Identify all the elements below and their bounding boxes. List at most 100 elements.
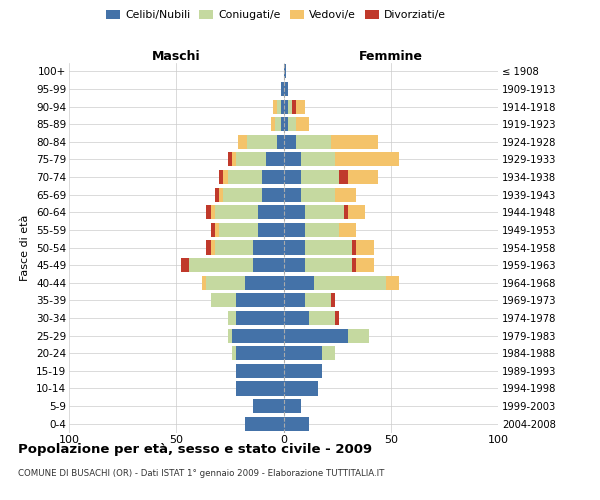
Bar: [284, 364, 322, 378]
Bar: [211, 240, 284, 254]
Bar: [284, 205, 305, 220]
Bar: [284, 416, 309, 430]
Bar: [258, 223, 284, 237]
Bar: [284, 399, 301, 413]
Bar: [253, 399, 284, 413]
Bar: [245, 416, 284, 430]
Bar: [215, 188, 284, 202]
Bar: [253, 258, 284, 272]
Bar: [284, 170, 339, 184]
Bar: [189, 258, 284, 272]
Bar: [271, 117, 284, 131]
Bar: [281, 82, 284, 96]
Text: Maschi: Maschi: [152, 50, 200, 62]
Bar: [211, 294, 284, 308]
Bar: [284, 170, 348, 184]
Bar: [284, 100, 288, 114]
Bar: [284, 82, 288, 96]
Bar: [271, 117, 284, 131]
Bar: [245, 416, 284, 430]
Bar: [215, 223, 284, 237]
Bar: [284, 100, 305, 114]
Bar: [284, 82, 288, 96]
Bar: [228, 328, 284, 342]
Bar: [284, 134, 331, 149]
Bar: [284, 170, 378, 184]
Bar: [281, 100, 284, 114]
Bar: [284, 382, 318, 396]
Bar: [277, 100, 284, 114]
Bar: [238, 134, 284, 149]
Bar: [284, 311, 335, 325]
Bar: [228, 311, 284, 325]
Bar: [284, 276, 400, 290]
Bar: [228, 152, 284, 166]
Bar: [253, 240, 284, 254]
Bar: [273, 100, 284, 114]
Bar: [284, 416, 309, 430]
Bar: [284, 346, 322, 360]
Bar: [284, 294, 335, 308]
Bar: [223, 188, 284, 202]
Bar: [284, 364, 322, 378]
Bar: [281, 82, 284, 96]
Bar: [284, 311, 309, 325]
Bar: [206, 240, 284, 254]
Bar: [228, 170, 284, 184]
Bar: [284, 311, 339, 325]
Bar: [284, 134, 296, 149]
Bar: [284, 416, 309, 430]
Bar: [219, 170, 284, 184]
Bar: [262, 170, 284, 184]
Bar: [266, 152, 284, 166]
Bar: [232, 328, 284, 342]
Bar: [284, 294, 335, 308]
Bar: [181, 258, 284, 272]
Bar: [284, 382, 318, 396]
Bar: [284, 205, 365, 220]
Bar: [284, 188, 335, 202]
Bar: [284, 223, 356, 237]
Bar: [245, 276, 284, 290]
Text: COMUNE DI BUSACHI (OR) - Dati ISTAT 1° gennaio 2009 - Elaborazione TUTTITALIA.IT: COMUNE DI BUSACHI (OR) - Dati ISTAT 1° g…: [18, 468, 385, 477]
Bar: [284, 117, 296, 131]
Bar: [258, 205, 284, 220]
Bar: [223, 170, 284, 184]
Bar: [284, 240, 356, 254]
Bar: [284, 364, 322, 378]
Bar: [284, 399, 301, 413]
Bar: [211, 294, 284, 308]
Bar: [236, 346, 284, 360]
Bar: [284, 294, 331, 308]
Bar: [284, 188, 356, 202]
Bar: [284, 64, 286, 78]
Bar: [284, 258, 305, 272]
Bar: [284, 382, 318, 396]
Bar: [228, 311, 284, 325]
Bar: [284, 311, 339, 325]
Bar: [206, 205, 284, 220]
Bar: [281, 117, 284, 131]
Bar: [215, 205, 284, 220]
Bar: [284, 416, 309, 430]
Bar: [211, 294, 284, 308]
Bar: [232, 346, 284, 360]
Text: Popolazione per età, sesso e stato civile - 2009: Popolazione per età, sesso e stato civil…: [18, 442, 372, 456]
Y-axis label: Fasce di età: Fasce di età: [20, 214, 31, 280]
Bar: [284, 152, 301, 166]
Bar: [253, 399, 284, 413]
Bar: [284, 100, 292, 114]
Text: Femmine: Femmine: [359, 50, 423, 62]
Bar: [284, 134, 378, 149]
Bar: [284, 399, 301, 413]
Bar: [284, 258, 374, 272]
Bar: [284, 82, 288, 96]
Bar: [284, 240, 305, 254]
Bar: [236, 382, 284, 396]
Bar: [284, 64, 286, 78]
Bar: [284, 152, 335, 166]
Bar: [219, 223, 284, 237]
Bar: [228, 328, 284, 342]
Bar: [284, 223, 339, 237]
Bar: [284, 346, 335, 360]
